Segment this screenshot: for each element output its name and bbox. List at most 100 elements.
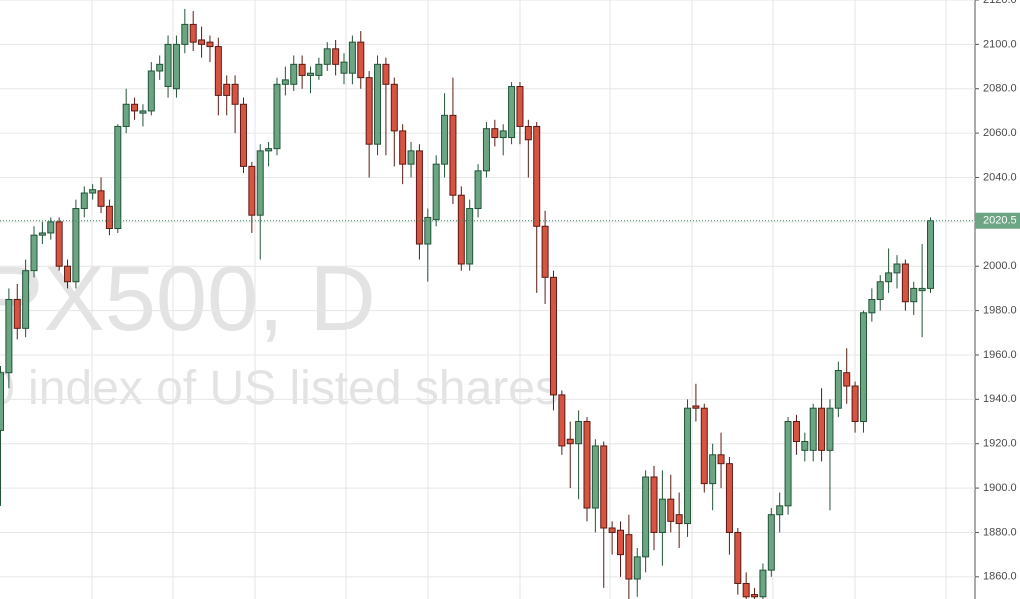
candle-body — [290, 63, 298, 85]
candle-body — [617, 529, 624, 556]
y-tick-label: 1880.0 — [983, 526, 1017, 538]
candle-body — [751, 594, 759, 598]
candle-body — [818, 407, 826, 451]
candle-body — [508, 86, 516, 139]
y-tick-label: 2120.0 — [983, 0, 1017, 6]
candle-body — [80, 192, 88, 210]
y-tick-label: 1900.0 — [983, 482, 1017, 494]
candle-body — [399, 130, 407, 165]
candle-body — [658, 498, 666, 533]
candle-body — [834, 369, 842, 409]
y-tick-label: 1980.0 — [983, 304, 1017, 316]
candle-body — [801, 440, 809, 451]
candle-body — [147, 70, 155, 112]
y-tick-label: 2100.0 — [983, 38, 1017, 50]
candle-body — [156, 63, 164, 72]
candle-body — [307, 72, 314, 76]
candle-body — [114, 125, 122, 230]
y-tick-label: 2080.0 — [983, 83, 1017, 95]
candle-body — [315, 63, 323, 76]
candle-body — [441, 114, 449, 165]
candle-body — [767, 514, 775, 571]
candle-body — [357, 41, 365, 79]
candle-body — [742, 582, 750, 598]
candle-body — [181, 23, 189, 45]
candle-body — [248, 165, 256, 216]
candle-body — [131, 103, 139, 112]
y-tick-label: 1940.0 — [983, 393, 1017, 405]
y-tick-label: 2060.0 — [983, 127, 1017, 139]
candle-body — [868, 299, 876, 314]
candle-body — [55, 221, 63, 267]
candle-body — [717, 454, 725, 465]
last-price-label: 2020.5 — [983, 215, 1017, 227]
candle-body — [323, 48, 331, 65]
candle-body — [198, 39, 206, 45]
candle-body — [139, 110, 147, 114]
candle-body — [625, 534, 633, 580]
candle-body — [558, 394, 566, 447]
candle-body — [415, 150, 423, 245]
candle-body — [734, 531, 742, 584]
candle-body — [38, 232, 46, 236]
candle-body — [164, 43, 172, 88]
candle-body — [491, 128, 499, 139]
candle-body — [64, 265, 72, 283]
candle-body — [424, 216, 432, 245]
candle-body — [482, 128, 490, 172]
candle-body — [474, 170, 482, 210]
candle-body — [725, 463, 733, 533]
candle-body — [843, 372, 851, 387]
candle-body — [214, 46, 222, 96]
candle-body — [876, 281, 884, 301]
candle-body — [901, 263, 909, 303]
y-tick-label: 1960.0 — [983, 349, 1017, 361]
candle-body — [407, 150, 415, 165]
candle-body — [516, 86, 524, 127]
candle-body — [566, 438, 574, 445]
candle-body — [432, 163, 440, 221]
candle-body — [382, 63, 390, 85]
candle-body — [692, 405, 700, 409]
candle-body — [910, 287, 918, 303]
candle-body — [298, 63, 306, 76]
candle-body — [859, 312, 867, 423]
candle-body — [348, 41, 356, 74]
candle-body — [189, 23, 197, 43]
candle-body — [851, 385, 859, 423]
candle-body — [30, 234, 38, 272]
candle-body — [449, 114, 457, 196]
candle-body — [893, 263, 901, 274]
candle-body — [524, 125, 532, 141]
candle-body — [206, 41, 214, 48]
candle-body — [281, 79, 289, 85]
candle-body — [0, 372, 4, 431]
candle-body — [583, 421, 591, 509]
candle-body — [365, 77, 373, 145]
candle-body — [47, 221, 55, 234]
candle-body — [675, 514, 683, 525]
candle-body — [374, 63, 382, 145]
candle-body — [256, 150, 264, 216]
candle-body — [541, 225, 549, 278]
y-tick-label: 1920.0 — [983, 438, 1017, 450]
candle-body — [265, 148, 273, 152]
candle-body — [340, 61, 348, 74]
candle-body — [650, 476, 658, 533]
candle-body — [591, 445, 599, 509]
candle-body — [709, 454, 717, 485]
candle-body — [89, 189, 97, 194]
candle-body — [809, 407, 817, 451]
candle-body — [667, 498, 675, 522]
candle-body — [684, 407, 692, 525]
candle-body — [231, 83, 239, 105]
candle-body — [826, 407, 834, 451]
y-tick-label: 2000.0 — [983, 260, 1017, 272]
watermark-description: 0 index of US listed shares — [0, 362, 559, 415]
candle-body — [5, 299, 13, 374]
candle-body — [97, 190, 105, 207]
candle-body — [390, 83, 398, 132]
candle-body — [72, 208, 80, 283]
candle-body — [239, 103, 247, 167]
